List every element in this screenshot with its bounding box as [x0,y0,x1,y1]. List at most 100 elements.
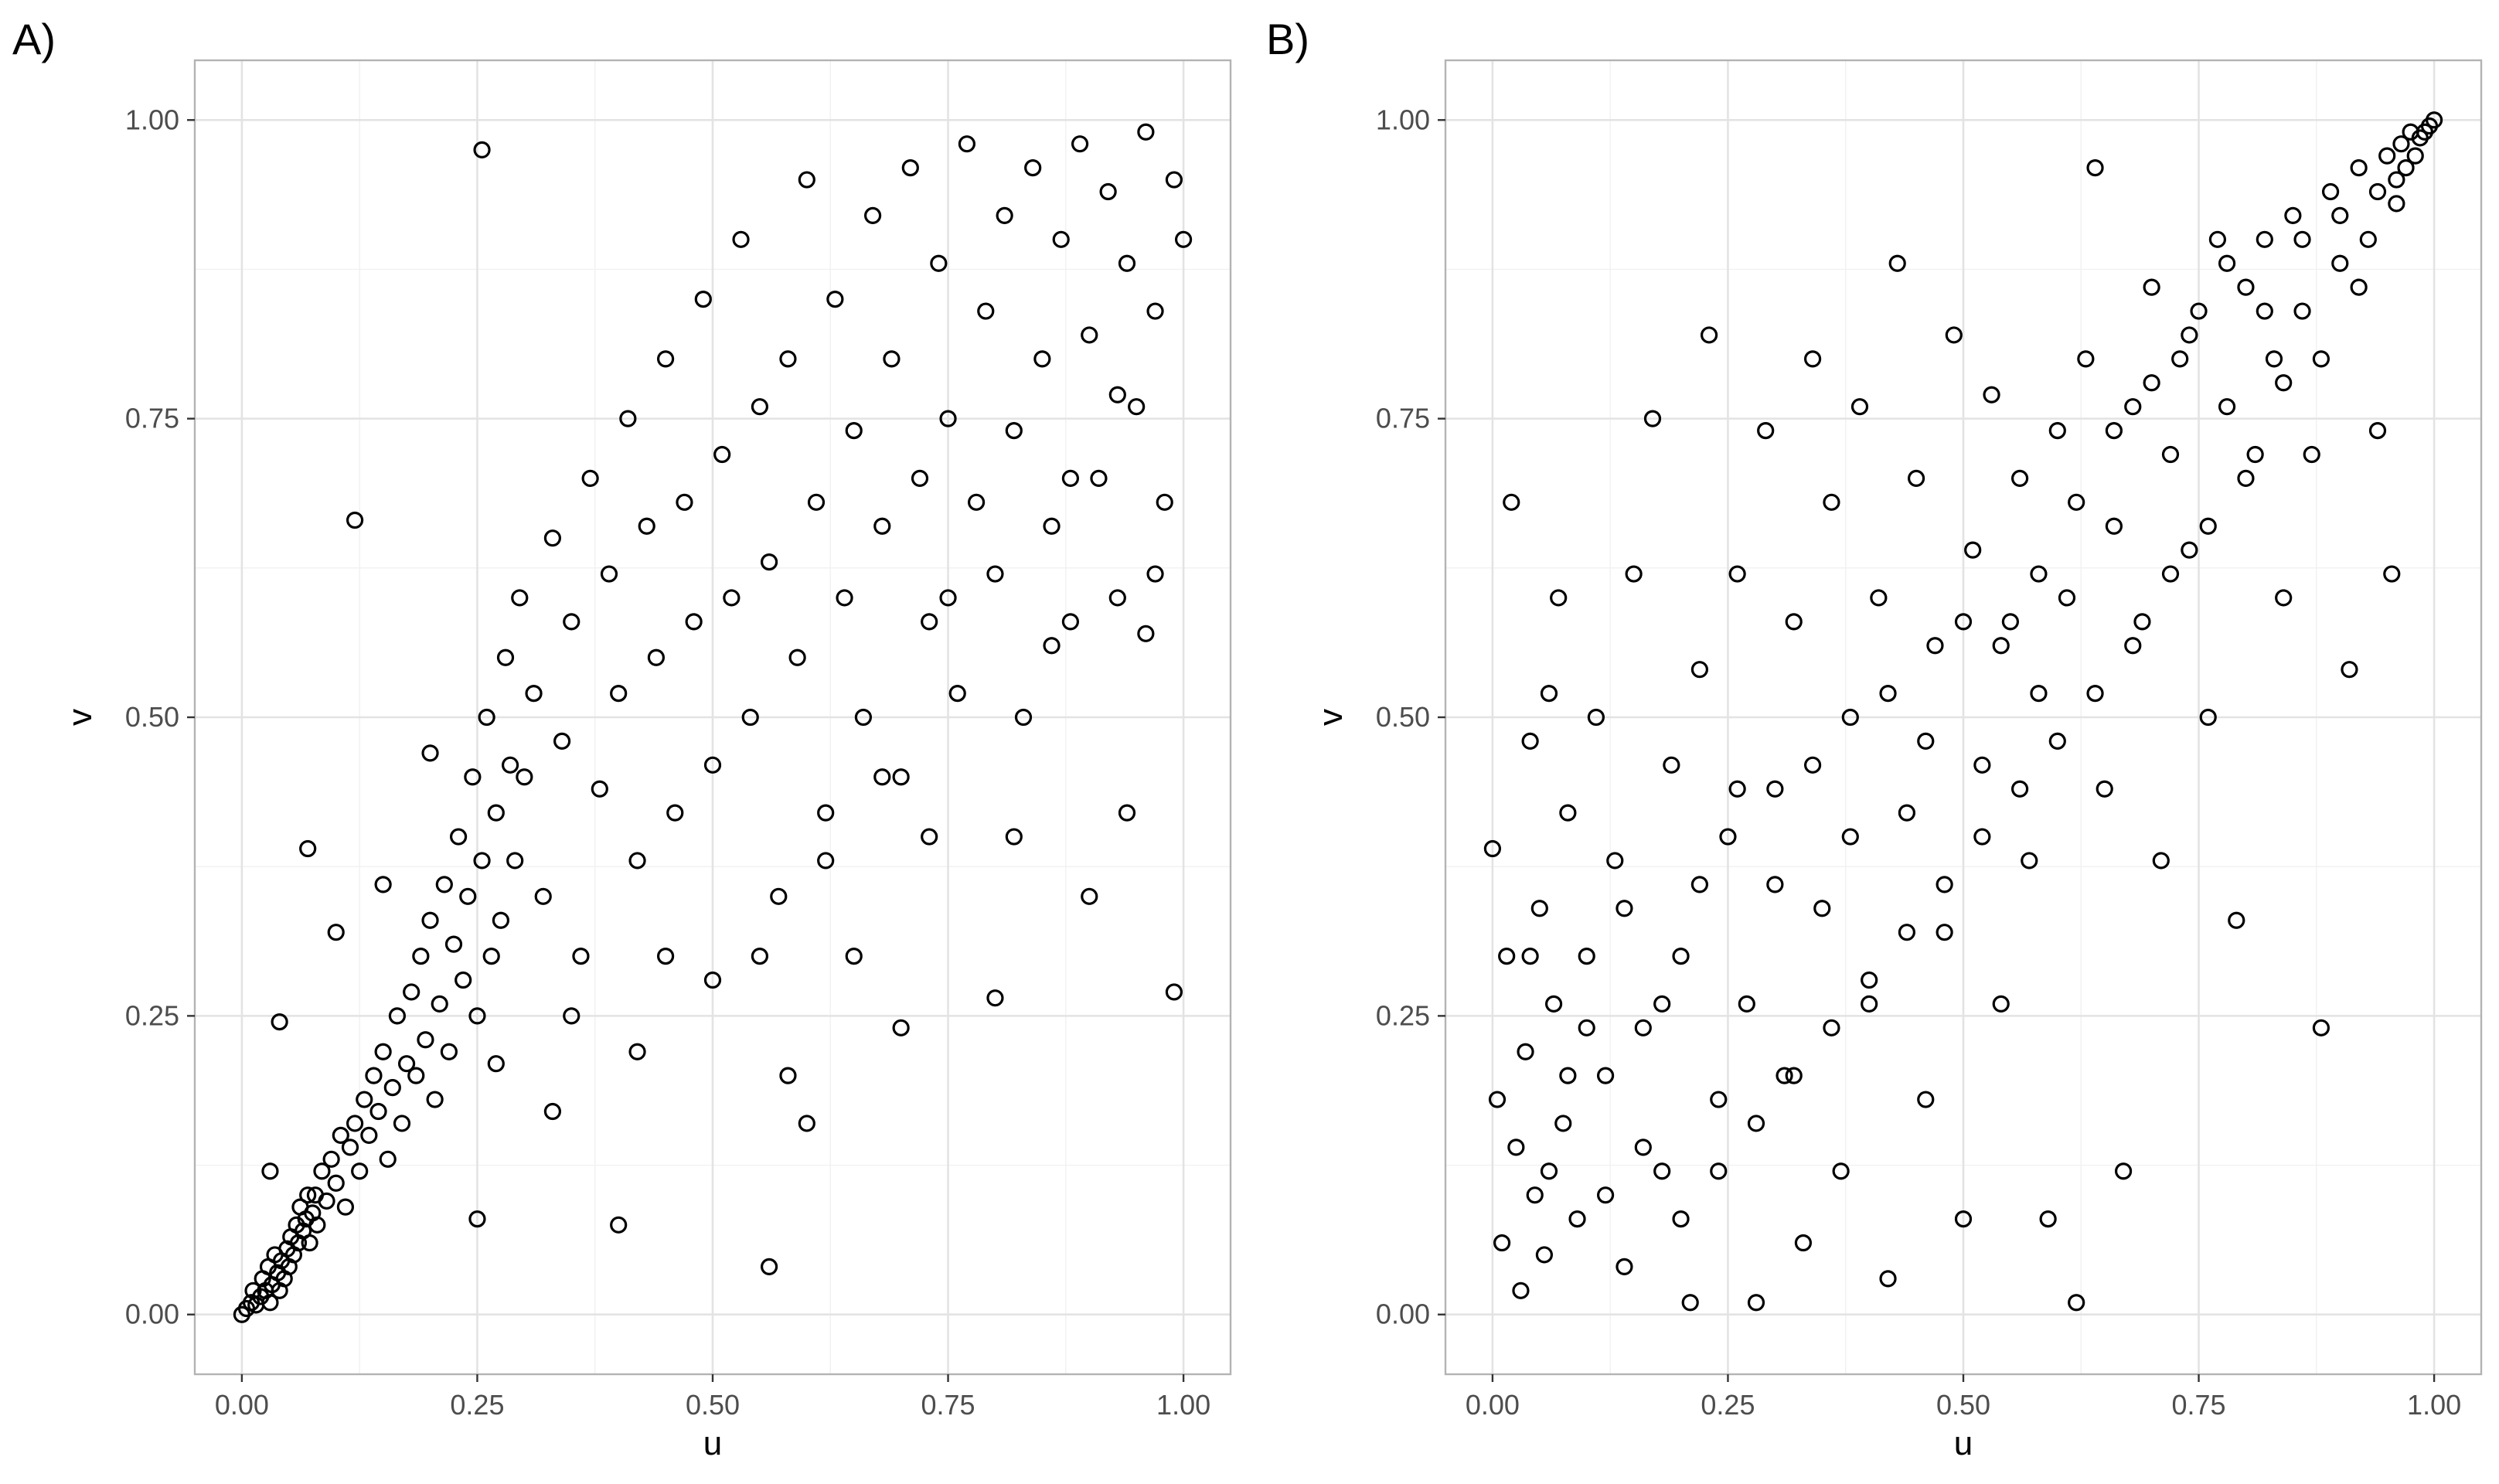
panel-a-point [939,589,957,607]
panel-b-point [1936,924,1953,941]
panel-b-x-tick-label: 1.00 [2407,1389,2461,1421]
panel-b-point [2425,111,2443,129]
panel-b-point [1945,326,1963,344]
panel-a-point [619,410,637,427]
panel-b-point [1766,876,1784,893]
panel-a-point [374,876,392,893]
panel-a-y-tick-label: 0.25 [125,999,179,1031]
panel-a-point [873,517,891,535]
panel-b-point [1719,828,1737,846]
panel-b-point [2392,135,2410,153]
panel-a-point [1108,386,1126,403]
panel-b-point [1512,1281,1530,1299]
panel-a-point [407,1067,425,1084]
panel-a-point [1043,517,1061,535]
panel-b-point [1710,1091,1728,1108]
panel-b-point [2331,254,2349,272]
panel-b-point [1672,1210,1690,1228]
panel-b-point [1483,839,1502,858]
panel-b-point [1926,637,1944,655]
panel-a-point [883,350,901,368]
panel-b-point [2181,326,2198,344]
panel-b-point [1973,756,1991,774]
panel-b-point [1690,661,1709,679]
panel-a-x-tick-label: 1.00 [1156,1389,1210,1421]
panel-b-point [2275,374,2293,392]
panel-a-point [685,613,703,631]
panel-b-point [1794,1234,1813,1252]
panel-a-point [760,1258,778,1276]
panel-b-x-tick-label: 0.25 [1701,1389,1755,1421]
panel-a-point [1146,565,1164,583]
panel-a-point [516,768,533,786]
panel-b-point [2048,421,2066,440]
panel-b-point [2341,661,2358,679]
panel-b-point [2237,278,2255,296]
panel-b-point [2284,206,2302,225]
panel-b-point [2321,182,2340,201]
panel-b-point [2096,780,2113,798]
panel-b-point [1870,589,1888,607]
panel-b-point [1625,565,1643,583]
panel-a-point [468,1210,486,1228]
panel-b-point [2105,517,2123,535]
panel-a-point [1014,708,1033,727]
panel-b-point [1803,756,1822,774]
panel-a-point [543,1102,562,1121]
panel-b-point [2228,911,2245,929]
panel-a-point [967,493,986,511]
panel-b-point [1954,1210,1973,1228]
panel-a-point [676,493,693,511]
panel-b-points [1483,111,2443,1312]
panel-b-point [1738,995,1755,1013]
panel-a-y-axis-title: v [61,709,99,726]
panel-b-point [1879,1270,1897,1288]
panel-a-point [779,1067,797,1084]
panel-b-y-tick-label: 1.00 [1376,104,1430,135]
panel-a-point [1081,887,1098,905]
panel-b-point [2406,147,2424,165]
panel-a-point [449,828,468,846]
panel-b-point [2133,613,2151,631]
panel-a-point [1043,637,1061,655]
panel-a-point [610,684,628,703]
panel-b-point [1776,1067,1793,1084]
panel-b-point [1861,971,1878,989]
panel-b-point [2030,684,2048,703]
panel-b-point [1578,947,1595,965]
panel-a-point [817,804,835,822]
panel-a-point [770,887,788,905]
panel-a-label: A) [12,15,56,63]
panel-b-point [1898,924,1916,941]
panel-a-point [1005,828,1023,846]
panel-b-point [1587,708,1605,727]
panel-b-point [2312,350,2330,368]
panel-a-point [388,1007,407,1025]
panel-a-point [694,290,712,308]
panel-a-point [459,887,477,905]
panel-b-point [2048,732,2066,751]
panel-a-point [751,947,769,965]
panel-a-point [553,732,571,751]
panel-b-point [1973,828,1991,846]
panel-a-point [511,589,529,607]
panel-b-point [2021,852,2038,870]
panel-b-point [1954,613,1973,631]
panel-a-point [807,493,826,511]
panel-a-point [826,290,844,308]
panel-a-y-tick-label: 0.50 [125,701,179,733]
panel-b-point [1507,1139,1525,1156]
panel-b-point [2397,158,2415,177]
panel-b-point [1568,1210,1586,1228]
panel-a-point [543,529,562,547]
panel-b-point [1550,589,1568,607]
panel-a-y-ticks: 0.00 0.25 0.50 0.75 1.00 [125,104,195,1330]
panel-b-point [2312,1019,2330,1036]
panel-b-point [2303,445,2320,464]
panel-a-point [365,1067,383,1084]
panel-b-point [1498,947,1516,965]
panel-a-point [374,1043,392,1060]
panel-a-point [732,230,750,248]
panel-b-point [2143,278,2160,296]
panel-b-x-tick-label: 0.75 [2172,1389,2226,1421]
